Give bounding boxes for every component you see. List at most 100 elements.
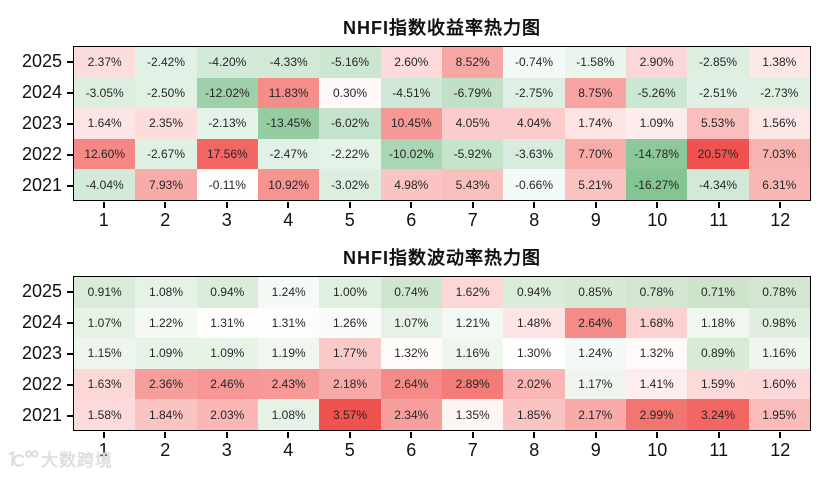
returns-x-axis: 1 2 3 4 5 6 7 8 9 10 11 12 [73, 202, 811, 230]
heatmap-cell: 0.71% [687, 277, 749, 308]
heatmap-cell: 1.85% [503, 399, 565, 430]
y-axis-label-text: 2022 [21, 144, 62, 164]
y-axis-label: 2023 [0, 338, 73, 369]
heatmap-cell: -0.66% [503, 169, 565, 200]
y-axis-label: 2024 [0, 307, 73, 338]
heatmap-cell: 3.24% [687, 399, 749, 430]
heatmap-cell: 0.78% [625, 277, 688, 308]
y-axis-label-text: 2023 [21, 113, 62, 133]
heatmap-cell: -3.63% [503, 138, 565, 170]
x-axis-label: 12 [750, 202, 812, 231]
heatmap-cell: 1.08% [257, 399, 320, 430]
heatmap-cell: 2.89% [441, 368, 504, 400]
heatmap-cell: 0.94% [196, 277, 258, 308]
volatility-y-axis: 2025 2024 2023 2022 2021 [0, 276, 73, 431]
heatmap-cell: 1.09% [196, 338, 258, 369]
heatmap-cell: 1.21% [441, 307, 504, 339]
y-axis-label: 2022 [0, 369, 73, 400]
x-axis-label: 4 [258, 202, 320, 231]
y-axis-tick [67, 184, 73, 187]
heatmap-cell: 1.24% [257, 277, 320, 308]
heatmap-cell: 0.74% [380, 277, 442, 308]
heatmap-cell: -2.75% [503, 77, 565, 109]
heatmap-cell: 2.18% [319, 368, 381, 400]
returns-y-axis: 2025 2024 2023 2022 2021 [0, 46, 73, 201]
x-axis-label: 12 [750, 432, 812, 461]
heatmap-cell: 2.02% [503, 368, 565, 400]
heatmap-cell: 1.60% [748, 368, 810, 400]
heatmap-cell: -10.02% [380, 138, 442, 170]
x-axis-tick [287, 432, 290, 438]
heatmap-cell: 1.07% [380, 307, 442, 339]
y-axis-label-text: 2022 [21, 374, 62, 394]
heatmap-cell: 1.09% [135, 338, 197, 369]
heatmap-cell: 2.46% [196, 368, 258, 400]
x-axis-label: 1 [73, 202, 135, 231]
x-axis-label-text: 11 [709, 440, 729, 460]
y-axis-tick [67, 91, 73, 94]
heatmap-cell: -13.45% [257, 108, 320, 139]
heatmap-cell: 1.19% [257, 338, 320, 369]
x-axis-label: 10 [627, 432, 689, 461]
heatmap-cell: 4.98% [380, 169, 442, 200]
heatmap-cell: 1.15% [74, 338, 136, 369]
heatmap-cell: 0.85% [564, 277, 626, 308]
heatmap-cell: 7.93% [135, 169, 197, 200]
heatmap-cell: 0.78% [748, 277, 810, 308]
x-axis-label: 11 [688, 432, 750, 461]
y-axis-label: 2021 [0, 170, 73, 201]
heatmap-cell: 2.60% [380, 47, 442, 78]
heatmap-cell: -16.27% [625, 169, 688, 200]
y-axis-label-text: 2021 [21, 175, 62, 195]
heatmap-cell: 7.70% [564, 138, 626, 170]
heatmap-cell: 5.43% [441, 169, 504, 200]
x-axis-label-text: 3 [221, 440, 232, 460]
heatmap-cell: 1.08% [135, 277, 197, 308]
heatmap-cell: -2.42% [135, 47, 197, 78]
x-axis-label: 8 [504, 432, 566, 461]
heatmap-cell: -4.04% [74, 169, 136, 200]
y-axis-label-text: 2021 [21, 405, 62, 425]
x-axis-tick [348, 202, 351, 208]
x-axis-tick [102, 202, 105, 208]
x-axis-label-text: 12 [770, 440, 791, 460]
x-axis-label-text: 4 [283, 440, 294, 460]
heatmap-cell: -2.22% [319, 138, 381, 170]
heatmap-cell: -4.34% [687, 169, 749, 200]
heatmap-cell: -5.16% [319, 47, 381, 78]
heatmap-cell: 8.75% [564, 77, 626, 109]
x-axis-label: 7 [442, 202, 504, 231]
x-axis-tick [348, 432, 351, 438]
y-axis-label-text: 2025 [21, 281, 62, 301]
heatmap-cell: -6.79% [441, 77, 504, 109]
x-axis-label-text: 9 [590, 210, 601, 230]
heatmap-cell: 1.41% [625, 368, 688, 400]
heatmap-cell: 1.18% [687, 307, 749, 339]
x-axis-label: 9 [565, 202, 627, 231]
x-axis-tick [164, 432, 167, 438]
y-axis-tick [67, 352, 73, 355]
x-axis-label: 1 [73, 432, 135, 461]
heatmap-cell: 4.05% [441, 108, 504, 139]
heatmap-cell: -14.78% [625, 138, 688, 170]
heatmap-cell: 1.56% [748, 108, 810, 139]
x-axis-label: 6 [381, 432, 443, 461]
x-axis-label-text: 12 [770, 210, 791, 230]
y-axis-tick [67, 290, 73, 293]
x-axis-label: 6 [381, 202, 443, 231]
x-axis-label: 10 [627, 202, 689, 231]
heatmap-cell: 2.99% [625, 399, 688, 430]
heatmap-cell: 1.09% [625, 108, 688, 139]
x-axis-label-text: 5 [344, 440, 355, 460]
x-axis-label-text: 10 [647, 210, 668, 230]
heatmap-cell: -2.73% [748, 77, 810, 109]
heatmap-cell: -5.26% [625, 77, 688, 109]
heatmap-cell: 12.60% [74, 138, 136, 170]
heatmap-cell: 0.30% [319, 77, 381, 109]
heatmap-cell: 1.63% [74, 368, 136, 400]
heatmap-cell: 7.03% [748, 138, 810, 170]
heatmap-cell: 2.34% [380, 399, 442, 430]
y-axis-label-text: 2024 [21, 312, 62, 332]
heatmap-cell: -12.02% [196, 77, 258, 109]
heatmap-cell: 4.04% [503, 108, 565, 139]
